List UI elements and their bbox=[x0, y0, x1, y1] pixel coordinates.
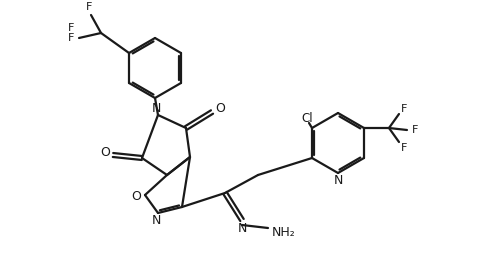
Text: O: O bbox=[215, 102, 225, 115]
Text: N: N bbox=[151, 101, 161, 114]
Text: F: F bbox=[401, 143, 407, 153]
Text: N: N bbox=[151, 214, 161, 228]
Text: NH₂: NH₂ bbox=[272, 225, 296, 238]
Text: F: F bbox=[86, 2, 92, 12]
Text: F: F bbox=[68, 23, 74, 33]
Text: O: O bbox=[100, 146, 110, 159]
Text: F: F bbox=[401, 104, 407, 114]
Text: N: N bbox=[333, 174, 343, 187]
Text: F: F bbox=[68, 33, 74, 43]
Text: Cl: Cl bbox=[301, 112, 313, 125]
Text: F: F bbox=[412, 125, 418, 135]
Text: O: O bbox=[131, 191, 141, 204]
Text: N: N bbox=[237, 223, 247, 236]
